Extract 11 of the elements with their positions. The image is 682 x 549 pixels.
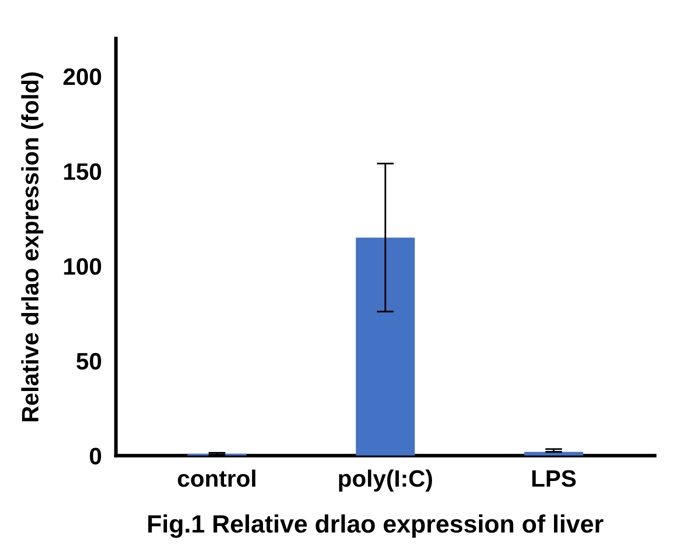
x-tick-label: LPS <box>532 470 576 487</box>
y-tick-label: 200 <box>63 68 102 86</box>
y-axis-title: Relative drlao expression (fold) <box>21 72 44 422</box>
x-tick-label: poly(I:C) <box>339 470 432 492</box>
y-tick-label: 50 <box>76 352 102 370</box>
x-tick-label: control <box>178 470 256 487</box>
text: Fig.1 Relative drlao expression of liver <box>148 514 604 538</box>
y-tick-label: 150 <box>64 163 102 180</box>
y-tick-label: 100 <box>64 258 102 275</box>
bar <box>356 238 415 456</box>
y-tick-label: 0 <box>90 448 102 464</box>
